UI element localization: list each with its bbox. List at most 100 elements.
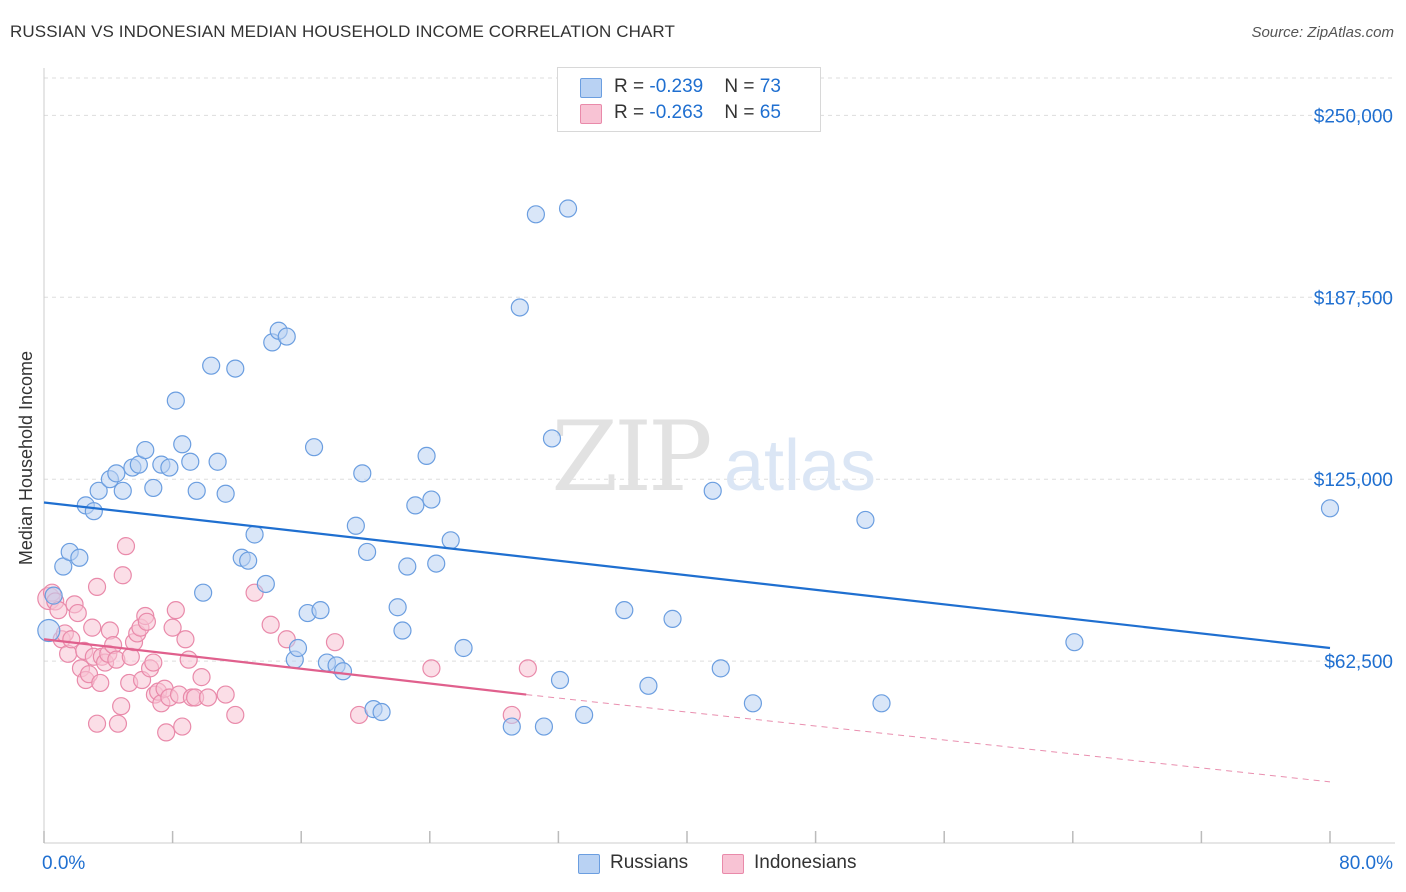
data-point-russians	[502, 717, 521, 736]
watermark: ZIP atlas	[551, 401, 876, 513]
data-point-russians	[216, 484, 235, 503]
chart-title: RUSSIAN VS INDONESIAN MEDIAN HOUSEHOLD I…	[10, 22, 675, 41]
data-point-indonesians	[422, 659, 441, 678]
y-tick-label: $250,000	[1314, 106, 1393, 127]
data-point-russians	[558, 199, 578, 218]
data-point-indonesians	[87, 714, 107, 733]
data-point-russians	[372, 702, 391, 722]
data-point-indonesians	[112, 697, 131, 716]
data-point-indonesians	[83, 618, 102, 637]
data-point-russians	[208, 452, 227, 471]
data-point-russians	[70, 548, 89, 567]
legend-r-label: R =	[614, 102, 650, 123]
trend-lines	[43, 501, 1331, 783]
data-point-indonesians	[226, 705, 245, 725]
data-point-indonesians	[179, 650, 198, 669]
data-point-russians	[113, 481, 132, 500]
x-tick-label: 0.0%	[42, 853, 85, 874]
data-point-russians	[441, 531, 460, 550]
data-point-indonesians	[91, 673, 110, 693]
data-point-indonesians	[113, 566, 132, 585]
data-point-russians	[277, 327, 296, 346]
data-point-indonesians	[163, 618, 182, 637]
data-point-russians	[256, 574, 275, 594]
data-point-russians	[166, 391, 185, 410]
axes	[43, 68, 1395, 844]
data-point-russians	[454, 638, 473, 658]
data-point-russians	[333, 662, 353, 681]
data-point-russians	[542, 429, 562, 448]
data-point-russians	[872, 694, 891, 713]
bottom-legend-label-russians: Russians	[610, 852, 689, 873]
trendline-russians	[43, 501, 1331, 650]
legend-r-label: R =	[614, 76, 650, 97]
y-tick-label: $187,500	[1314, 288, 1393, 309]
legend-n-value: 65	[759, 102, 781, 123]
data-point-russians	[288, 638, 308, 658]
data-point-indonesians	[192, 668, 211, 687]
y-tick-label: $62,500	[1324, 652, 1393, 673]
data-point-russians	[663, 609, 682, 628]
y-axis-title: Median Household Income	[16, 350, 36, 566]
data-point-indonesians	[198, 688, 218, 707]
data-point-russians	[534, 717, 554, 736]
data-point-indonesians	[108, 714, 128, 733]
data-point-russians	[160, 458, 179, 477]
data-point-indonesians	[68, 603, 87, 623]
data-point-russians	[181, 452, 200, 471]
data-point-indonesians	[173, 717, 192, 736]
data-point-russians	[187, 481, 206, 500]
legend-swatch-russians	[580, 78, 602, 98]
data-point-indonesians	[261, 615, 280, 634]
watermark-zip: ZIP	[551, 401, 710, 513]
data-point-russians	[703, 481, 722, 500]
data-point-russians	[89, 481, 108, 500]
trendline-indonesians	[43, 638, 527, 696]
data-point-indonesians	[176, 630, 195, 649]
data-point-russians	[353, 464, 372, 483]
legend-n-label: N =	[724, 76, 760, 97]
data-point-russians	[194, 583, 213, 602]
chart-source: Source: ZipAtlas.com	[1251, 24, 1394, 41]
data-point-russians	[136, 440, 155, 460]
legend-r-value: -0.239	[649, 76, 704, 97]
data-point-russians	[417, 446, 436, 466]
data-point-indonesians	[157, 723, 176, 742]
data-point-russians	[311, 601, 330, 620]
data-point-russians	[84, 502, 103, 521]
data-point-indonesians	[87, 577, 107, 596]
data-point-russians	[422, 490, 441, 509]
data-point-russians	[575, 705, 594, 725]
data-point-russians	[346, 516, 365, 535]
data-point-russians	[44, 586, 63, 605]
bottom-legend-label-indonesians: Indonesians	[754, 852, 857, 873]
data-point-russians	[550, 670, 570, 690]
bottom-legend-swatch-russians	[578, 854, 600, 874]
data-point-russians	[388, 598, 407, 617]
data-point-indonesians	[116, 537, 136, 556]
russians-points	[37, 199, 1340, 736]
data-point-russians	[406, 496, 425, 515]
x-tick-label: 80.0%	[1339, 853, 1393, 874]
data-point-russians	[226, 359, 245, 378]
data-point-russians	[711, 659, 730, 678]
data-point-russians	[107, 464, 126, 483]
data-point-russians	[173, 435, 192, 454]
data-point-russians	[393, 621, 412, 640]
legend-n-label: N =	[724, 102, 760, 123]
data-point-russians	[639, 676, 658, 695]
watermark-atlas: atlas	[724, 426, 876, 506]
data-point-russians	[743, 694, 763, 713]
tick-labels: $62,500 $125,000 $187,500 $250,000 0.0% 80.0%	[42, 106, 1393, 874]
data-point-indonesians	[325, 633, 345, 652]
data-point-indonesians	[144, 653, 163, 672]
data-point-russians	[526, 205, 545, 224]
data-point-indonesians	[216, 685, 235, 704]
bottom-legend-swatch-indonesians	[722, 854, 744, 874]
y-tick-label: $125,000	[1314, 470, 1393, 491]
data-point-russians	[398, 557, 417, 576]
data-point-russians	[239, 551, 258, 570]
data-point-indonesians	[166, 601, 185, 620]
data-point-russians	[510, 298, 529, 317]
